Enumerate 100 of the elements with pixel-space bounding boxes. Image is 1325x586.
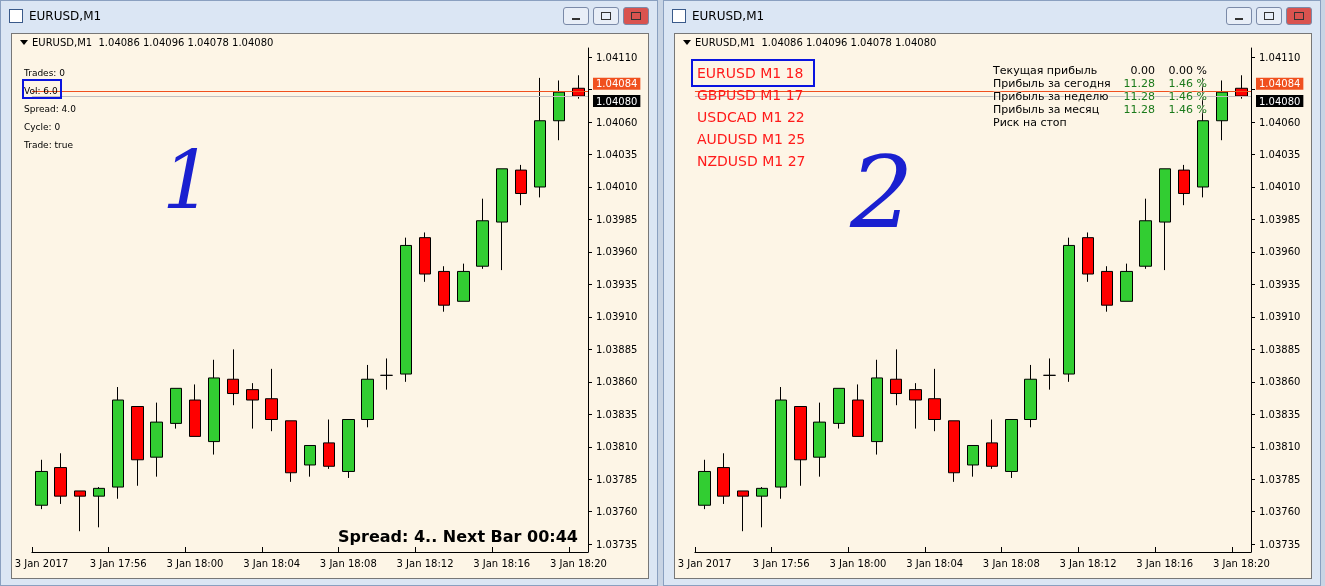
y-tick-label: 1.03835 xyxy=(1259,408,1301,420)
candlestick xyxy=(476,198,489,270)
y-tick-label: 1.03785 xyxy=(1259,473,1301,485)
y-tick-label: 1.03860 xyxy=(596,376,638,388)
y-tick-label: 1.03760 xyxy=(1259,506,1301,518)
ref-line-label: 1.04080 xyxy=(1259,95,1301,107)
candlestick xyxy=(246,382,259,430)
candlestick xyxy=(208,359,220,456)
x-tick-label: 3 Jan 17:56 xyxy=(89,557,147,569)
candlestick xyxy=(74,490,86,532)
annotation: Cycle: 0 xyxy=(24,122,61,132)
candlestick xyxy=(1063,237,1075,383)
candlestick xyxy=(553,79,565,141)
candlestick xyxy=(54,452,67,505)
chart-title: EURUSD,M1 xyxy=(29,9,102,23)
annotation: 0.00 % xyxy=(1167,64,1207,77)
annotation: Spread: 4.0 xyxy=(24,104,76,114)
candlestick xyxy=(813,402,826,478)
candlestick xyxy=(1101,265,1113,313)
candlestick xyxy=(170,387,182,430)
candlestick xyxy=(794,406,807,487)
y-tick-label: 1.03910 xyxy=(596,311,638,323)
candlestick xyxy=(265,368,278,432)
y-tick-label: 1.03810 xyxy=(596,441,638,453)
x-tick-label: 3 Jan 2017 xyxy=(14,557,69,569)
candlestick xyxy=(775,386,787,500)
candlestick xyxy=(756,486,768,528)
annotation: 2 xyxy=(850,134,914,251)
candlestick xyxy=(227,348,239,406)
x-tick-label: 3 Jan 18:08 xyxy=(319,557,377,569)
candlestick xyxy=(35,459,48,510)
y-tick-label: 1.03960 xyxy=(596,246,638,258)
annotation: 0.00 xyxy=(1129,64,1155,77)
chart-subtitle: EURUSD,M1 1.04086 1.04096 1.04078 1.04080 xyxy=(32,37,274,48)
x-tick-label: 3 Jan 18:12 xyxy=(1059,557,1117,569)
candlestick xyxy=(967,444,979,478)
candlestick xyxy=(304,444,316,478)
candlestick xyxy=(1024,364,1037,428)
y-tick-label: 1.04110 xyxy=(1259,51,1301,63)
annotation: Прибыль за сегодня xyxy=(993,77,1111,90)
annotation: 11.28 xyxy=(1122,77,1155,90)
candlestick xyxy=(1216,79,1228,141)
annotation: Прибыль за месяц xyxy=(993,103,1101,116)
candlestick xyxy=(852,383,864,437)
candlestick xyxy=(890,348,902,406)
y-tick-label: 1.03835 xyxy=(596,408,638,420)
y-tick-label: 1.03735 xyxy=(1259,538,1301,550)
candlestick xyxy=(909,382,922,430)
annotation: 1 xyxy=(162,134,213,227)
y-tick-label: 1.03860 xyxy=(1259,376,1301,388)
candlestick xyxy=(323,419,335,470)
candlestick xyxy=(400,237,412,383)
candlestick xyxy=(342,419,355,479)
y-tick-label: 1.03785 xyxy=(596,473,638,485)
candlestick xyxy=(189,383,201,437)
ref-line-label: 1.04084 xyxy=(596,78,638,90)
chart-title: EURUSD,M1 xyxy=(692,9,765,23)
candlestick xyxy=(361,364,374,428)
y-tick-label: 1.04060 xyxy=(1259,116,1301,128)
annotation: Прибыль за неделю xyxy=(993,90,1110,103)
candlestick xyxy=(1082,231,1094,283)
candlestick xyxy=(871,359,883,456)
y-tick-label: 1.03985 xyxy=(596,213,638,225)
annotation: Trade: true xyxy=(24,140,74,150)
candlestick xyxy=(833,387,845,430)
candlestick xyxy=(457,263,470,302)
candlestick xyxy=(131,406,144,487)
annotation: 11.28 xyxy=(1122,103,1155,116)
ref-line-label: 1.04080 xyxy=(596,95,638,107)
x-tick-label: 3 Jan 18:20 xyxy=(549,557,607,569)
y-tick-label: 1.03985 xyxy=(1259,213,1301,225)
candlestick xyxy=(419,231,431,283)
candlestick xyxy=(515,164,527,206)
candlestick xyxy=(285,420,297,483)
candlestick xyxy=(1043,357,1056,391)
y-tick-label: 1.04010 xyxy=(596,181,638,193)
candlestick xyxy=(1159,168,1171,271)
candlestick xyxy=(1139,198,1152,270)
candlestick xyxy=(496,168,508,271)
x-tick-label: 3 Jan 18:00 xyxy=(166,557,224,569)
x-tick-label: 3 Jan 18:12 xyxy=(396,557,454,569)
annotation: 11.28 xyxy=(1122,90,1155,103)
annotation: 1.46 % xyxy=(1167,90,1207,103)
ref-line-label: 1.04084 xyxy=(1259,78,1301,90)
y-tick-label: 1.04035 xyxy=(596,149,638,161)
y-tick-label: 1.03885 xyxy=(596,343,638,355)
y-tick-label: 1.04060 xyxy=(596,116,638,128)
x-tick-label: 3 Jan 18:04 xyxy=(243,557,301,569)
y-tick-label: 1.04110 xyxy=(596,51,638,63)
annotation: Риск на стоп xyxy=(993,116,1068,129)
y-tick-label: 1.03735 xyxy=(596,538,638,550)
x-tick-label: 3 Jan 2017 xyxy=(677,557,732,569)
candlestick xyxy=(1120,263,1133,302)
candlestick xyxy=(698,459,711,510)
x-tick-label: 3 Jan 18:08 xyxy=(982,557,1040,569)
y-tick-label: 1.03760 xyxy=(596,506,638,518)
candlestick xyxy=(438,265,450,313)
annotation: USDCAD M1 22 xyxy=(697,109,805,125)
candlestick xyxy=(93,486,105,528)
x-tick-label: 3 Jan 17:56 xyxy=(752,557,810,569)
